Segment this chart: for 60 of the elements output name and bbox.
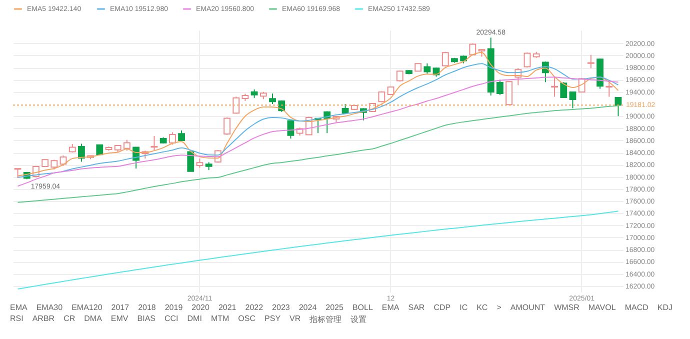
text: SAR — [408, 303, 425, 312]
text: 2021 — [218, 303, 236, 312]
text: EMA30 — [36, 303, 63, 312]
text: WMSR — [554, 303, 580, 312]
text: 2022 — [245, 303, 264, 312]
text: 2025 — [326, 303, 344, 312]
text: 2019 — [164, 303, 183, 312]
text: KC — [476, 303, 488, 312]
candlestick — [150, 136, 158, 151]
candlestick — [14, 168, 22, 178]
text: DMA — [84, 314, 102, 325]
text: VR — [290, 314, 301, 325]
candlestick — [560, 82, 568, 98]
candlestick — [123, 139, 130, 152]
line-series — [17, 210, 619, 290]
candlestick — [587, 54, 594, 69]
candlestick — [224, 116, 230, 136]
text: AMOUNT — [510, 303, 546, 312]
text: KDJ — [657, 303, 672, 312]
text: > — [496, 303, 502, 312]
text: 2024 — [298, 303, 317, 312]
candlestick — [496, 79, 504, 96]
candlestick — [78, 143, 85, 162]
candlestick — [524, 52, 531, 68]
text: CDP — [434, 303, 451, 312]
candlestick — [269, 93, 276, 104]
text: BIAS — [137, 314, 156, 325]
text: MAVOL — [588, 303, 616, 312]
candlestick — [168, 132, 176, 146]
candlestick — [196, 158, 204, 168]
text: RSI — [10, 314, 24, 325]
candlestick — [606, 80, 613, 98]
candlestick — [178, 130, 185, 142]
line-series — [17, 76, 619, 187]
candlestick — [551, 76, 558, 98]
candlestick — [569, 91, 576, 109]
text: ARBR — [32, 314, 55, 325]
text: EMA — [382, 303, 400, 312]
text: 2018 — [138, 303, 156, 312]
text: 2017 — [111, 303, 130, 312]
text: 2020 — [192, 303, 210, 312]
candlestick — [442, 51, 449, 67]
text: EMA — [10, 303, 28, 312]
text: DMI — [187, 314, 202, 325]
text: IC — [460, 303, 468, 312]
candlestick — [232, 96, 240, 114]
candlestick — [424, 62, 431, 74]
text: BOLL — [352, 303, 373, 312]
candlestick — [396, 70, 404, 82]
text: 2023 — [272, 303, 290, 312]
text: PSY — [264, 314, 281, 325]
text: MACD — [624, 303, 648, 312]
text: EMA120 — [72, 303, 102, 312]
text: EMV — [110, 314, 128, 325]
text: MTM — [210, 314, 230, 325]
text: OSC — [238, 314, 256, 325]
text: 指标管理 — [310, 314, 342, 325]
text: CCI — [164, 314, 178, 325]
text: CR — [64, 314, 76, 325]
text: 设置 — [350, 314, 367, 325]
